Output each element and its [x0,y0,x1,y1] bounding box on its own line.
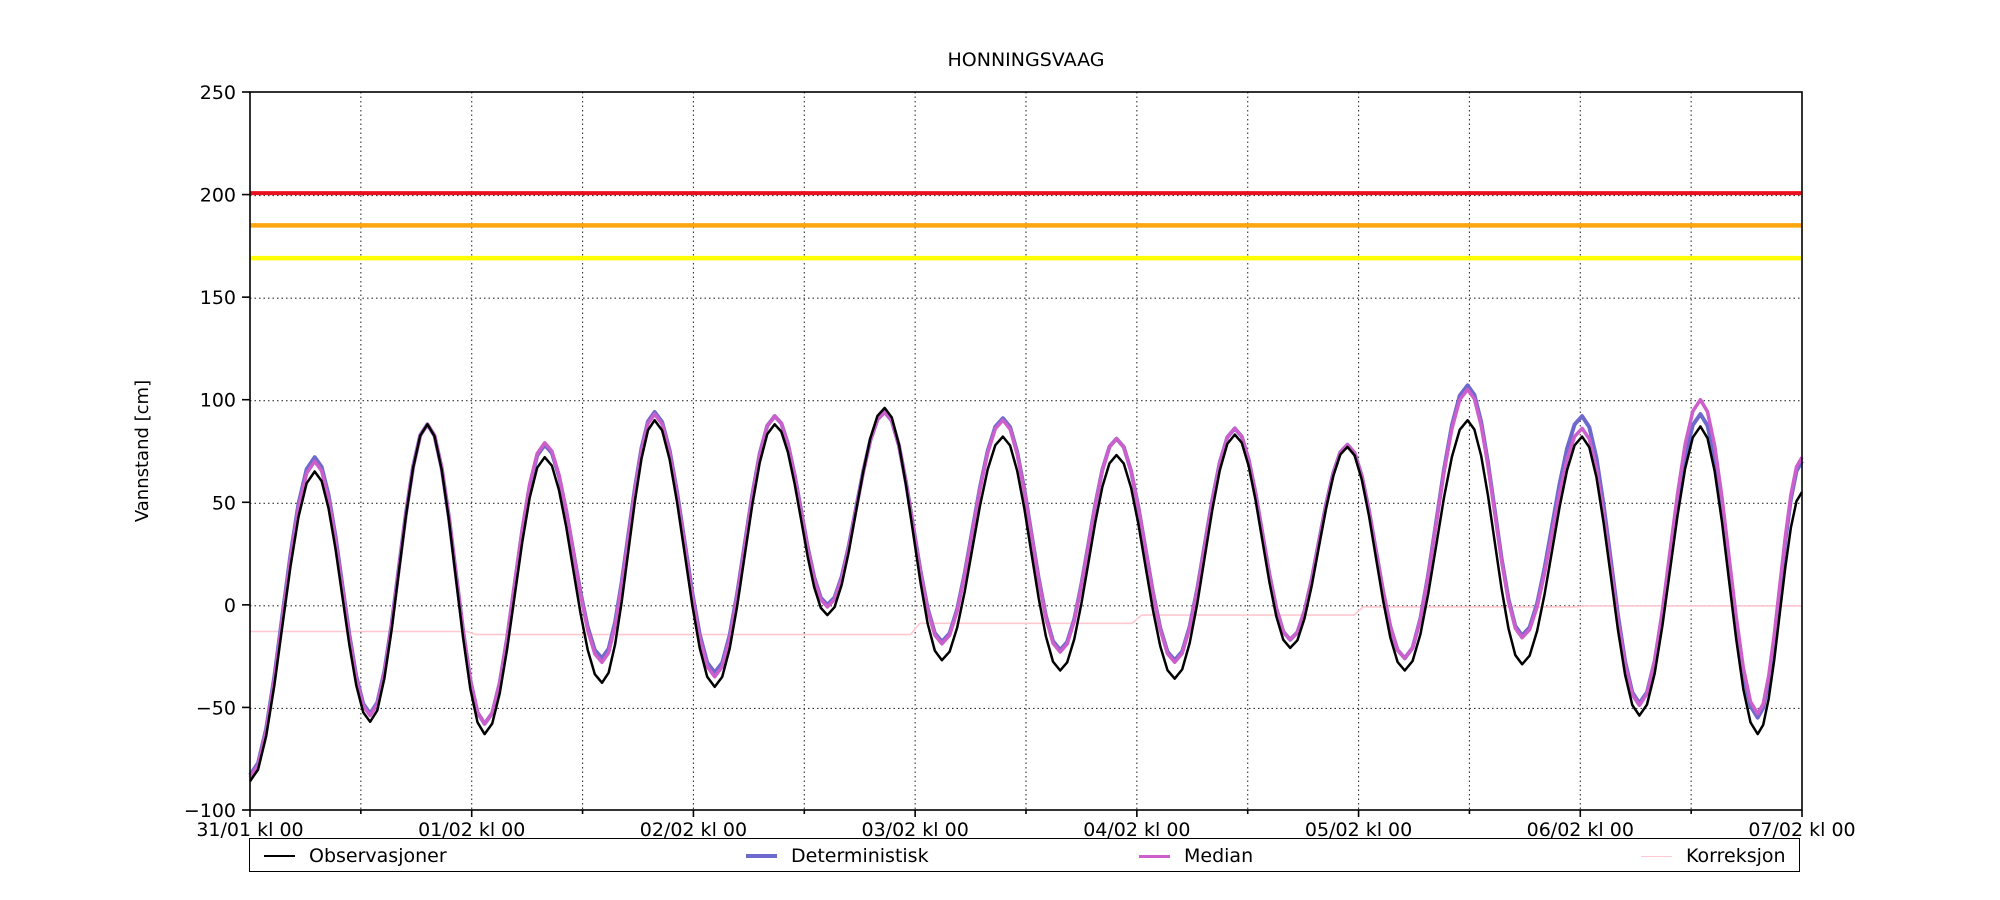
x-tick-label: 03/02 kl 00 [861,819,968,841]
y-tick-label: −100 [184,800,236,822]
series-line-observasjoner [248,406,1804,783]
chart-title: HONNINGSVAAG [948,49,1105,71]
legend-label-deterministisk: Deterministisk [791,845,929,867]
x-tick-label: 04/02 kl 00 [1083,819,1190,841]
x-tick-label: 02/02 kl 00 [640,819,747,841]
legend-item-deterministisk: Deterministisk [746,839,929,873]
legend-item-korreksjon: Korreksjon [1641,839,1786,873]
y-tick-label: 0 [224,595,236,617]
y-tick-label: 200 [200,185,236,207]
axis-ticks-layer [242,91,1803,817]
legend: Observasjoner Deterministisk Median Korr… [249,838,1800,872]
legend-item-median: Median [1139,839,1253,873]
median-line-swatch [1139,854,1170,858]
x-tick-label: 06/02 kl 00 [1527,819,1634,841]
x-tick-label: 01/02 kl 00 [418,819,525,841]
x-tick-label: 05/02 kl 00 [1305,819,1412,841]
korreksjon-line-swatch [1641,855,1672,857]
legend-label-observasjoner: Observasjoner [309,845,447,867]
y-tick-label: 250 [200,82,236,104]
y-tick-label: −50 [196,697,236,719]
deterministisk-line-swatch [746,854,777,858]
legend-label-korreksjon: Korreksjon [1686,845,1786,867]
y-axis-label: Vannstand [cm] [132,380,153,522]
y-tick-label: 100 [200,390,236,412]
series-layer [248,383,1804,783]
y-tick-label: 150 [200,287,236,309]
x-tick-label: 31/01 kl 00 [196,819,303,841]
legend-label-median: Median [1184,845,1254,867]
observasjoner-line-swatch [264,855,295,857]
threshold-layer [250,191,1802,261]
y-tick-label: 50 [212,492,236,514]
series-line-median [248,387,1804,779]
legend-item-observasjoner: Observasjoner [264,839,447,873]
x-tick-label: 07/02 kl 00 [1748,819,1855,841]
series-line-korreksjon [250,605,1802,636]
